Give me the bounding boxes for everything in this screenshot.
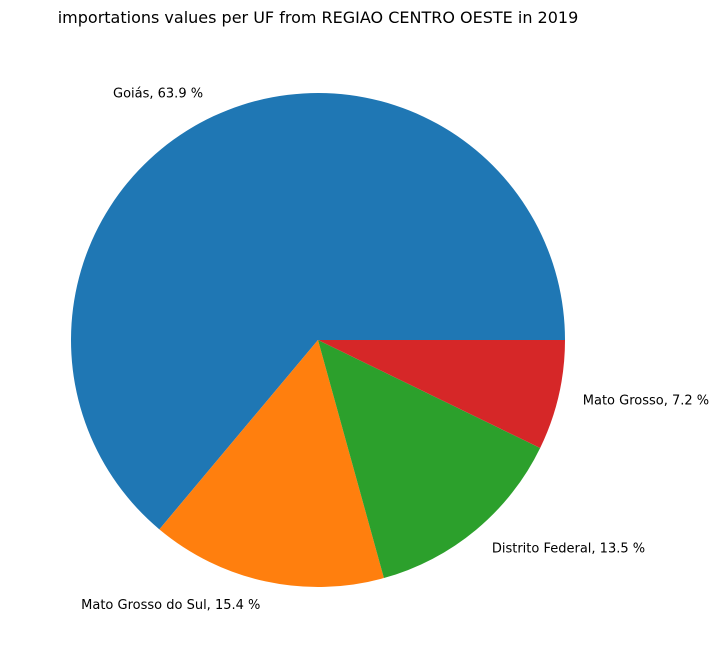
pie-label-mato-grosso: Mato Grosso, 7.2 %	[583, 393, 709, 408]
pie-slice-goi-s	[70, 93, 565, 530]
pie-label-distrito-federal: Distrito Federal, 13.5 %	[492, 541, 645, 556]
pie-label-goi-s: Goiás, 63.9 %	[113, 86, 203, 101]
pie-slice-distrito-federal	[318, 340, 541, 579]
pie-labels: Goiás, 63.9 % Mato Grosso do Sul, 15.4 % D…	[81, 86, 709, 613]
chart-title: importations values per UF from REGIAO C…	[58, 8, 579, 27]
pie-slice-mato-grosso-do-sul	[159, 340, 384, 588]
pie-label-mato-grosso-do-sul: Mato Grosso do Sul, 15.4 %	[81, 598, 260, 613]
pie-slice-mato-grosso	[318, 340, 565, 448]
pie-slices	[70, 93, 565, 588]
